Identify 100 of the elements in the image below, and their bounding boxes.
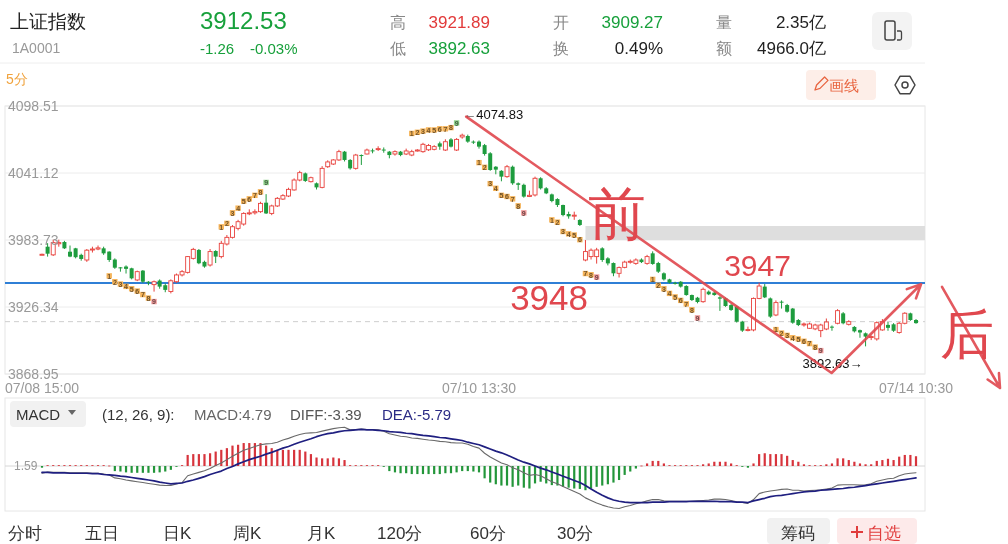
bar [472, 466, 475, 472]
text: 量 [716, 14, 732, 31]
text: 上证指数 [10, 11, 86, 32]
bar [763, 453, 766, 466]
bar [617, 466, 621, 481]
y-tick-label: 3868.95 [8, 366, 59, 382]
bar [528, 466, 531, 489]
text: 额 [716, 40, 732, 57]
bar [662, 463, 665, 466]
text: DIFF:-3.39 [290, 406, 362, 423]
bar [601, 466, 604, 486]
y-tick-label: 4098.51 [8, 98, 59, 114]
candlestick [264, 193, 269, 215]
text: 120分 [377, 524, 423, 543]
bar [309, 454, 313, 466]
text: 换 [553, 40, 569, 57]
candlestick [510, 165, 515, 186]
bar [192, 454, 195, 466]
bar [494, 466, 497, 485]
bar [147, 466, 150, 473]
x-tick-label: 07/14 10:30 [879, 380, 954, 396]
bar [634, 466, 637, 469]
bar [169, 466, 172, 470]
bar [388, 466, 391, 472]
text: 开 [553, 14, 569, 31]
bar [881, 460, 884, 466]
text: 3909.27 [601, 13, 663, 32]
text: 5分 [6, 71, 28, 87]
bar [455, 466, 458, 473]
bar [500, 466, 503, 486]
bar [758, 454, 761, 466]
bar [875, 460, 878, 466]
bar [315, 457, 318, 466]
ref-line-label: 3947 [724, 248, 791, 282]
bar [466, 466, 469, 472]
candlestick [885, 321, 890, 332]
bar [489, 466, 492, 483]
text: 低 [390, 40, 406, 57]
bar [858, 463, 862, 466]
bar [612, 466, 615, 483]
bar [337, 458, 341, 466]
candlestick [151, 280, 157, 293]
bar [774, 454, 778, 466]
text: 分时 [8, 524, 42, 543]
candlestick [673, 281, 678, 286]
text: 五日 [85, 524, 119, 543]
bar [399, 466, 402, 474]
text: 画线 [829, 77, 859, 94]
bar [152, 466, 156, 473]
text: 3912.53 [200, 7, 287, 34]
bar [645, 463, 649, 466]
bar [780, 454, 783, 466]
bar [657, 460, 660, 466]
text: 60分 [470, 524, 506, 543]
text: 日K [163, 524, 192, 543]
y-tick-label: 3983.73 [8, 232, 59, 248]
bar [595, 466, 598, 487]
y-tick-label: 4041.12 [8, 165, 59, 181]
bar [606, 466, 609, 485]
text: 自选 [867, 524, 901, 543]
text: 2.35亿 [775, 13, 826, 32]
bar [119, 466, 122, 472]
bar [326, 458, 329, 466]
bar [584, 466, 587, 491]
text: MACD [16, 406, 61, 423]
bar [197, 454, 200, 466]
text: 高 [390, 14, 406, 31]
text: 3921.89 [428, 13, 490, 32]
candlestick [717, 295, 722, 312]
bar [791, 460, 794, 466]
bar [113, 466, 116, 472]
bar [892, 460, 895, 466]
bar [769, 454, 772, 466]
text: 筹码 [781, 524, 815, 543]
bar [836, 458, 839, 466]
bar [847, 460, 850, 466]
text: (12, 26, 9): [102, 406, 175, 423]
bar [623, 466, 626, 475]
annotation: 3948 [510, 277, 588, 317]
bar [164, 466, 167, 472]
x-tick-label: 07/10 13:30 [442, 380, 517, 396]
bar [186, 454, 189, 466]
candlestick [779, 299, 784, 310]
text: 0.49% [614, 39, 663, 58]
bar [707, 463, 710, 466]
bar [203, 454, 206, 466]
bar [909, 454, 912, 466]
bar [651, 460, 654, 466]
candlestick [381, 146, 386, 154]
bar [629, 466, 632, 472]
text: DEA:-5.79 [382, 406, 452, 423]
text: -0.03% [250, 40, 298, 57]
bar [287, 449, 290, 466]
bar [830, 463, 834, 466]
bar [903, 454, 906, 466]
bar [343, 460, 346, 466]
text: -1.26 [200, 40, 235, 57]
bar [136, 466, 139, 473]
bar [786, 455, 789, 466]
bar [505, 466, 509, 486]
